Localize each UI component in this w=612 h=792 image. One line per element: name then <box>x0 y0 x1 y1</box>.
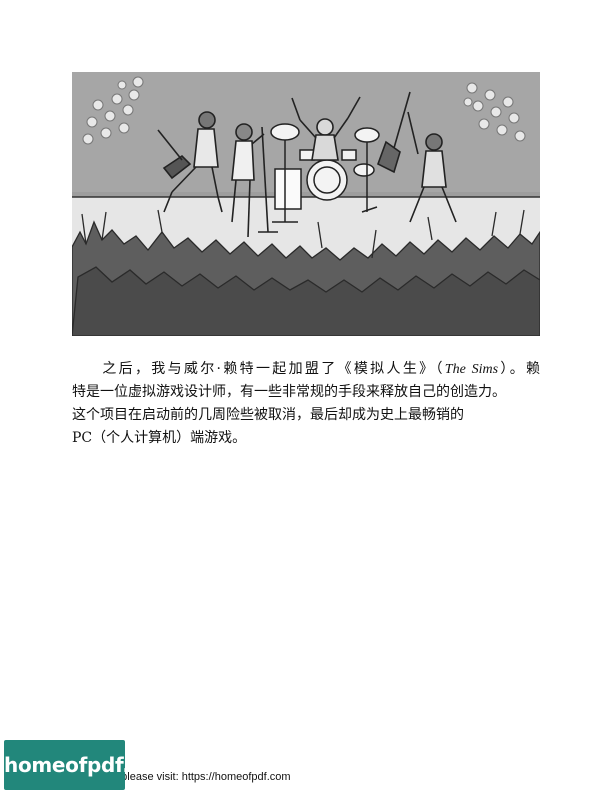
paragraph-line-3: 这个项目在启动前的几周险些被取消，最后却成为史上最畅销的 <box>72 407 464 423</box>
left-guitarist <box>157 111 223 213</box>
drum-kit <box>270 123 380 223</box>
stage-wall <box>72 72 540 192</box>
page-footer: e please visit: https://homeofpdf.com ho… <box>0 740 612 792</box>
game-title-italic: The Sims <box>444 362 499 377</box>
body-paragraph: 之后，我与威尔·赖特一起加盟了《模拟人生》（The Sims）。赖 特是一位虚拟… <box>72 358 540 450</box>
paragraph-line-1: 之后，我与威尔·赖特一起加盟了《模拟人生》（The Sims）。赖 <box>72 358 540 381</box>
concert-illustration <box>72 72 540 336</box>
rock-concert-illustration-icon <box>72 72 540 336</box>
lead-singer <box>231 123 278 238</box>
paragraph-line-2: 特是一位虚拟游戏设计师，有一些非常规的手段来释放自己的创造力。 <box>72 384 506 400</box>
line1-text-a: 之后，我与威尔·赖特一起加盟了《模拟人生》（ <box>100 361 445 377</box>
paragraph-line-4: PC（个人计算机）端游戏。 <box>72 430 247 446</box>
crowd-silhouettes <box>72 209 540 336</box>
line1-text-b: ）。赖 <box>498 361 541 377</box>
footer-visit-note: e please visit: https://homeofpdf.com <box>112 771 291 783</box>
drummer <box>291 96 361 161</box>
homeofpdf-logo[interactable]: homeofpdf.com <box>4 740 176 790</box>
right-stage-lights <box>463 82 526 142</box>
left-stage-lights <box>82 76 144 145</box>
right-guitarist <box>377 91 457 223</box>
